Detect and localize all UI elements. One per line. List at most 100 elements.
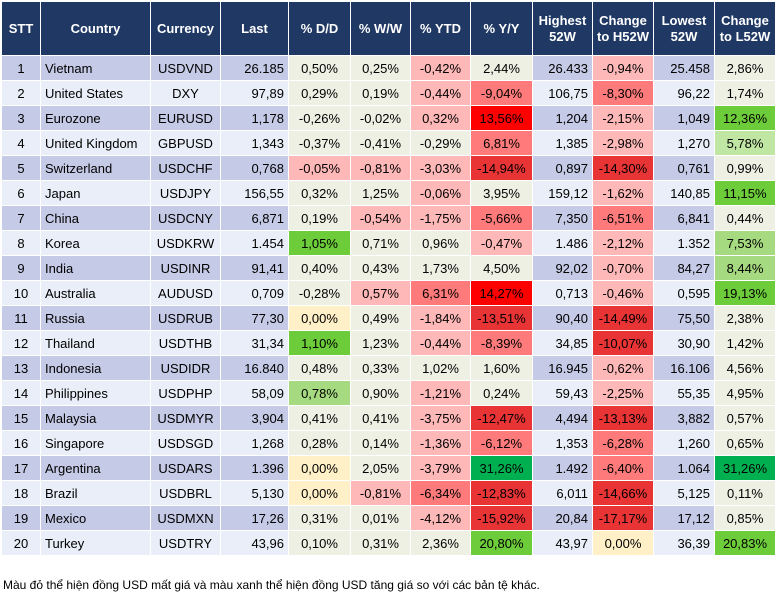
cell-last: 1,343 xyxy=(220,130,289,156)
cell-pct-dd: 0,48% xyxy=(288,355,351,381)
table-row: 4 United Kingdom GBPUSD 1,343 -0,37% -0,41% -0… xyxy=(1,130,776,156)
cell-pct-dd: 0,41% xyxy=(288,405,351,431)
cell-pct-dd: 0,40% xyxy=(288,255,351,281)
cell-pct-yy: 2,44% xyxy=(470,55,533,81)
cell-pct-dd: -0,05% xyxy=(288,155,351,181)
cell-highest-52w: 1.492 xyxy=(532,455,593,481)
cell-pct-dd: 0,29% xyxy=(288,80,351,106)
cell-country: Russia xyxy=(40,305,151,331)
table-row: 7 China USDCNY 6,871 0,19% -0,54% -1,75% -5,66%… xyxy=(1,205,776,231)
cell-lowest-52w: 1,260 xyxy=(653,430,715,456)
cell-change-to-h52w: -0,94% xyxy=(592,55,654,81)
header-pct-ww: % W/W xyxy=(350,1,411,56)
cell-change-to-l52w: 4,95% xyxy=(714,380,776,406)
cell-pct-ww: 0,41% xyxy=(350,405,411,431)
cell-pct-ytd: 2,36% xyxy=(410,530,471,556)
cell-pct-dd: 0,00% xyxy=(288,480,351,506)
cell-pct-ytd: -4,12% xyxy=(410,505,471,531)
cell-pct-ww: 0,49% xyxy=(350,305,411,331)
cell-last: 5,130 xyxy=(220,480,289,506)
cell-pct-ww: 0,25% xyxy=(350,55,411,81)
cell-pct-dd: 1,10% xyxy=(288,330,351,356)
cell-pct-yy: 0,24% xyxy=(470,380,533,406)
cell-change-to-l52w: 8,44% xyxy=(714,255,776,281)
cell-pct-yy: -9,04% xyxy=(470,80,533,106)
cell-change-to-h52w: -6,40% xyxy=(592,455,654,481)
cell-pct-yy: -8,39% xyxy=(470,330,533,356)
cell-pct-ytd: -0,44% xyxy=(410,330,471,356)
cell-pct-ww: -0,81% xyxy=(350,155,411,181)
cell-pct-ww: -0,41% xyxy=(350,130,411,156)
cell-currency: USDSGD xyxy=(150,430,221,456)
cell-last: 6,871 xyxy=(220,205,289,231)
cell-change-to-l52w: 0,99% xyxy=(714,155,776,181)
cell-country: Thailand xyxy=(40,330,151,356)
cell-highest-52w: 16.945 xyxy=(532,355,593,381)
cell-currency: GBPUSD xyxy=(150,130,221,156)
cell-change-to-h52w: -1,62% xyxy=(592,180,654,206)
cell-currency: USDMXN xyxy=(150,505,221,531)
cell-stt: 12 xyxy=(1,330,41,356)
cell-pct-ytd: -0,29% xyxy=(410,130,471,156)
cell-last: 1,178 xyxy=(220,105,289,131)
cell-stt: 5 xyxy=(1,155,41,181)
header-last: Last xyxy=(220,1,289,56)
cell-country: United Kingdom xyxy=(40,130,151,156)
cell-country: Indonesia xyxy=(40,355,151,381)
table-row: 17 Argentina USDARS 1.396 0,00% 2,05% -3,79% 31… xyxy=(1,455,776,481)
cell-country: United States xyxy=(40,80,151,106)
header-change-to-h52w: Change to H52W xyxy=(592,1,654,56)
cell-change-to-l52w: 5,78% xyxy=(714,130,776,156)
cell-lowest-52w: 75,50 xyxy=(653,305,715,331)
cell-change-to-l52w: 1,42% xyxy=(714,330,776,356)
cell-lowest-52w: 17,12 xyxy=(653,505,715,531)
header-highest-52w: Highest 52W xyxy=(532,1,593,56)
cell-highest-52w: 7,350 xyxy=(532,205,593,231)
cell-lowest-52w: 0,761 xyxy=(653,155,715,181)
cell-lowest-52w: 5,125 xyxy=(653,480,715,506)
cell-pct-ytd: 6,31% xyxy=(410,280,471,306)
header-change-to-l52w: Change to L52W xyxy=(714,1,776,56)
cell-country: Mexico xyxy=(40,505,151,531)
cell-lowest-52w: 84,27 xyxy=(653,255,715,281)
cell-lowest-52w: 25.458 xyxy=(653,55,715,81)
cell-lowest-52w: 1,049 xyxy=(653,105,715,131)
header-lowest-52w: Lowest 52W xyxy=(653,1,715,56)
cell-pct-yy: -14,94% xyxy=(470,155,533,181)
cell-lowest-52w: 3,882 xyxy=(653,405,715,431)
cell-pct-yy: -13,51% xyxy=(470,305,533,331)
cell-pct-dd: 0,78% xyxy=(288,380,351,406)
cell-highest-52w: 20,84 xyxy=(532,505,593,531)
cell-country: Brazil xyxy=(40,480,151,506)
cell-currency: USDMYR xyxy=(150,405,221,431)
cell-last: 1.396 xyxy=(220,455,289,481)
cell-change-to-h52w: -0,70% xyxy=(592,255,654,281)
cell-pct-dd: 0,50% xyxy=(288,55,351,81)
cell-last: 77,30 xyxy=(220,305,289,331)
cell-pct-dd: 0,28% xyxy=(288,430,351,456)
cell-currency: USDARS xyxy=(150,455,221,481)
cell-highest-52w: 1,204 xyxy=(532,105,593,131)
cell-stt: 20 xyxy=(1,530,41,556)
cell-country: Argentina xyxy=(40,455,151,481)
cell-highest-52w: 0,713 xyxy=(532,280,593,306)
cell-pct-ytd: 1,02% xyxy=(410,355,471,381)
cell-change-to-l52w: 20,83% xyxy=(714,530,776,556)
cell-change-to-h52w: -13,13% xyxy=(592,405,654,431)
table-row: 10 Australia AUDUSD 0,709 -0,28% 0,57% 6,31% 14… xyxy=(1,280,776,306)
cell-change-to-h52w: -8,30% xyxy=(592,80,654,106)
currency-table: STT Country Currency Last% D/D% W/W% YTD% Y… xyxy=(1,1,776,556)
table-row: 14 Philippines USDPHP 58,09 0,78% 0,90% -1,21%… xyxy=(1,380,776,406)
cell-stt: 10 xyxy=(1,280,41,306)
cell-pct-ww: 2,05% xyxy=(350,455,411,481)
cell-country: Turkey xyxy=(40,530,151,556)
cell-highest-52w: 92,02 xyxy=(532,255,593,281)
cell-change-to-l52w: 0,65% xyxy=(714,430,776,456)
cell-currency: USDPHP xyxy=(150,380,221,406)
cell-pct-ytd: -6,34% xyxy=(410,480,471,506)
table-row: 11 Russia USDRUB 77,30 0,00% 0,49% -1,84% -13,5… xyxy=(1,305,776,331)
cell-currency: EURUSD xyxy=(150,105,221,131)
cell-change-to-l52w: 7,53% xyxy=(714,230,776,256)
cell-stt: 3 xyxy=(1,105,41,131)
cell-change-to-h52w: -6,51% xyxy=(592,205,654,231)
